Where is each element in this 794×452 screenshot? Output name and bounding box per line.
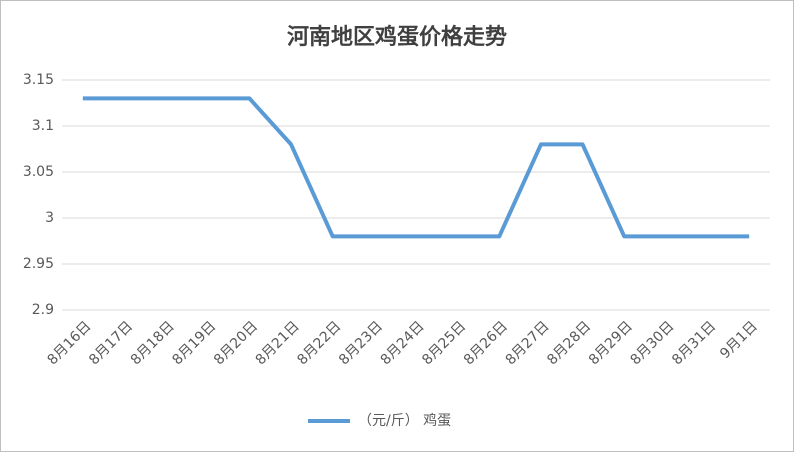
y-tick-label: 2.95 [23, 256, 54, 272]
chart-title: 河南地区鸡蛋价格走势 [287, 24, 507, 50]
y-tick-label: 3.05 [23, 164, 54, 180]
y-tick-label: 3.1 [32, 118, 54, 134]
y-tick-label: 2.9 [32, 302, 54, 318]
y-tick-label: 3 [45, 210, 54, 226]
series-line [82, 96, 750, 239]
y-tick-label: 3.15 [23, 72, 54, 88]
legend-label: （元/斤） 鸡蛋 [358, 412, 451, 429]
